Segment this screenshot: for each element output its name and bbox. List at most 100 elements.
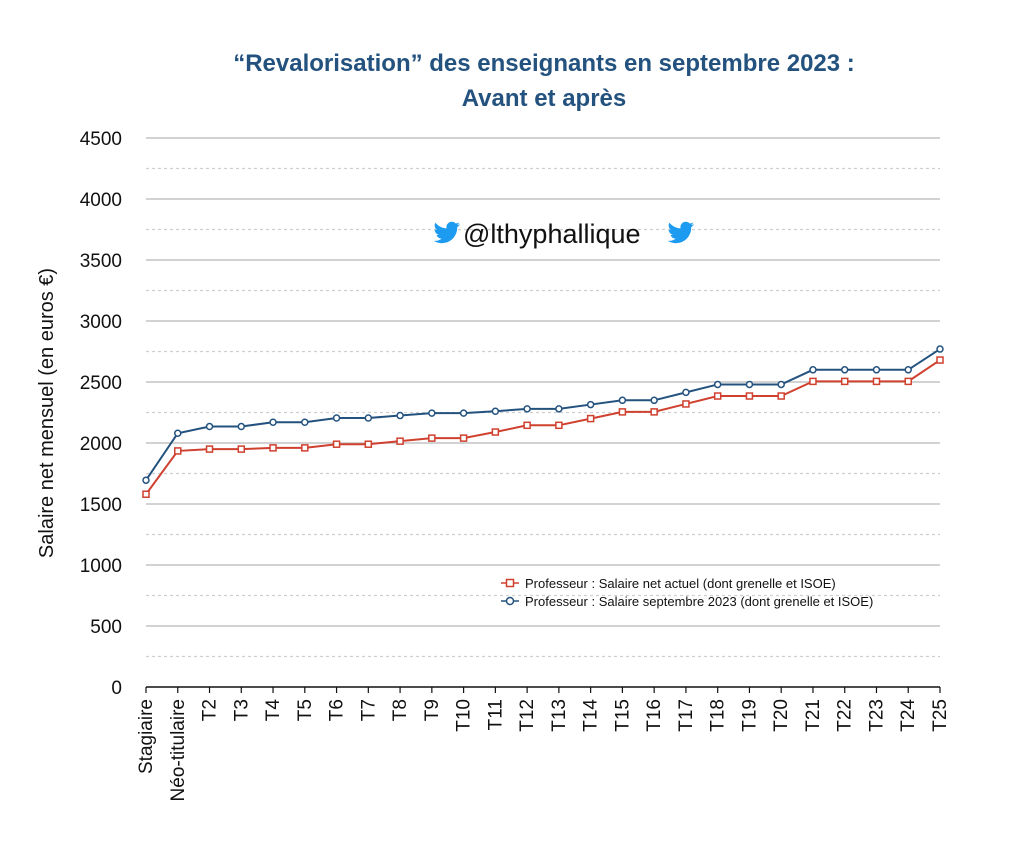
data-point	[745, 380, 754, 389]
data-point	[650, 408, 658, 416]
legend-entry: Professeur : Salaire septembre 2023 (don…	[501, 594, 873, 609]
data-point	[269, 418, 277, 427]
series-line	[145, 348, 941, 481]
data-point	[301, 418, 309, 427]
data-point	[364, 414, 373, 422]
data-point	[586, 414, 595, 423]
x-tick-label: T12	[517, 699, 538, 732]
chart-title-line1: “Revalorisation” des enseignants en sept…	[233, 50, 855, 77]
x-tick-label: T21	[803, 699, 824, 732]
y-tick-label: 500	[90, 617, 122, 638]
data-point	[777, 392, 785, 400]
y-tick-label: 1500	[80, 495, 122, 516]
y-tick-label: 3500	[80, 251, 122, 272]
x-tick-label: T5	[295, 699, 316, 721]
data-point	[332, 440, 341, 448]
data-point	[713, 380, 722, 389]
data-point	[491, 428, 500, 436]
x-tick-label: T13	[549, 699, 570, 732]
data-point	[174, 447, 182, 455]
y-tick-label: 4500	[80, 129, 122, 150]
data-point	[205, 445, 214, 453]
watermark: @lthyphallique	[433, 219, 694, 249]
data-point	[650, 396, 658, 405]
data-point	[459, 434, 468, 442]
x-tick-label: T4	[263, 699, 284, 722]
data-point	[364, 440, 373, 448]
data-point	[269, 444, 277, 452]
x-tick-label: T23	[866, 699, 887, 732]
data-point	[237, 445, 246, 453]
x-tick-label: T15	[612, 699, 633, 732]
y-tick-label: 2500	[80, 373, 122, 394]
grid	[146, 137, 940, 688]
data-point	[618, 396, 627, 405]
data-point	[872, 377, 881, 386]
data-point	[174, 429, 182, 437]
y-tick-label: 1000	[80, 556, 122, 577]
data-point	[332, 414, 341, 422]
data-point	[237, 422, 246, 431]
x-tick-label: Stagiaire	[136, 699, 157, 774]
data-point	[904, 366, 912, 374]
legend-marker-circle	[505, 596, 515, 606]
watermark-handle: @lthyphallique	[463, 219, 641, 249]
data-point	[840, 366, 849, 374]
data-point	[586, 400, 595, 409]
data-point	[745, 392, 754, 400]
data-point	[809, 366, 817, 374]
x-tick-label: T6	[327, 699, 348, 721]
data-point	[936, 356, 944, 364]
data-point	[428, 434, 436, 442]
x-tick-label: T20	[771, 699, 792, 732]
x-tick-label: T16	[644, 699, 665, 732]
legend-label: Professeur : Salaire net actuel (dont gr…	[525, 576, 836, 591]
data-point	[840, 377, 849, 386]
data-point	[713, 392, 722, 400]
legend-label: Professeur : Salaire septembre 2023 (don…	[525, 594, 873, 609]
twitter-bird-icon	[667, 221, 694, 244]
data-point	[205, 422, 214, 431]
data-point	[777, 380, 785, 389]
data-point	[904, 377, 912, 386]
legend-entry: Professeur : Salaire net actuel (dont gr…	[501, 576, 836, 591]
x-axis-ticks: Stagiaire Néo-titulaire T2 T3 T4 T5 T6 T7 T8 T9 T1…	[136, 687, 951, 801]
x-tick-label: T17	[676, 699, 697, 732]
x-tick-label: T3	[231, 699, 252, 721]
x-tick-label: T7	[358, 699, 379, 721]
x-tick-label: T22	[835, 699, 856, 732]
twitter-bird-icon	[433, 221, 460, 244]
data-point	[396, 437, 404, 445]
x-tick-label: T2	[200, 699, 221, 721]
data-point	[809, 377, 817, 386]
data-point	[523, 421, 531, 430]
x-tick-label: T24	[898, 699, 919, 732]
chart-title-line2: Avant et après	[462, 85, 627, 112]
y-tick-label: 4000	[80, 190, 122, 211]
data-point	[555, 421, 563, 430]
data-point	[428, 409, 436, 417]
y-tick-label: 3000	[80, 312, 122, 333]
x-tick-label: T9	[422, 699, 443, 721]
data-point	[682, 388, 690, 397]
y-tick-label: 2000	[80, 434, 122, 455]
series-layer	[142, 345, 944, 498]
x-tick-label: T11	[485, 699, 506, 730]
data-point	[491, 407, 500, 416]
x-tick-label: T14	[581, 699, 602, 732]
x-tick-label: T18	[708, 699, 729, 732]
y-axis-label: Salaire net mensuel (en euros €)	[36, 268, 58, 558]
x-tick-label: Néo-titulaire	[168, 699, 189, 801]
x-tick-label: T8	[390, 699, 411, 721]
data-point	[555, 405, 563, 413]
series-square	[142, 356, 944, 498]
series-line	[145, 359, 941, 495]
legend: Professeur : Salaire net actuel (dont gr…	[501, 576, 873, 609]
legend-marker-square	[505, 578, 515, 588]
data-point	[459, 409, 468, 417]
data-point	[682, 400, 690, 408]
x-tick-label: T19	[739, 699, 760, 732]
data-point	[872, 366, 881, 374]
x-tick-label: T10	[454, 699, 475, 732]
